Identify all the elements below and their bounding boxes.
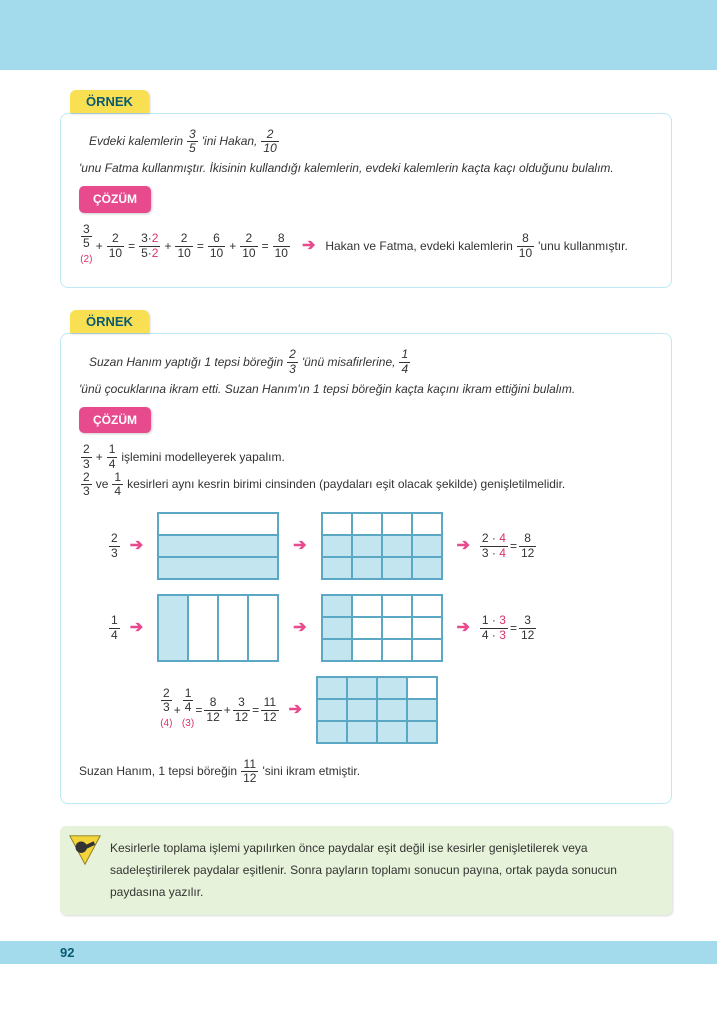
megaphone-icon <box>66 832 104 870</box>
text: kesirleri aynı kesrin birimi cinsinden (… <box>127 473 565 496</box>
text: 'ünü misafirlerine, <box>302 351 396 374</box>
top-banner <box>0 0 717 70</box>
cozum-label-2: ÇÖZÜM <box>79 407 151 434</box>
ornek-label-2: ÖRNEK <box>70 310 149 333</box>
ornek-box-2: Suzan Hanım yaptığı 1 tepsi böreğin 23 '… <box>60 333 672 804</box>
ex2-intro: Suzan Hanım yaptığı 1 tepsi böreğin 23 '… <box>79 348 653 400</box>
ex2-conclusion: Suzan Hanım, 1 tepsi böreğin 1112 'sini … <box>79 758 653 785</box>
grid-3x1 <box>157 512 279 580</box>
page-number: 92 <box>0 941 717 964</box>
grid-3x4-b <box>321 594 443 662</box>
ornek-label-1: ÖRNEK <box>70 90 149 113</box>
ex1-equation: 35 (2) + 210 = 3·25·2 + 210 = 610 + 210 … <box>79 223 653 269</box>
info-callout: Kesirlerle toplama işlemi yapılırken önc… <box>60 826 672 915</box>
arrow-icon: ➔ <box>302 231 315 261</box>
model-row-2: 14 ➔ ➔ ➔ 1 · 34 · 3 = 312 <box>79 594 653 662</box>
arrow-icon: ➔ <box>457 613 470 643</box>
grid-result <box>316 676 438 744</box>
text: 'unu kullanmıştır. <box>538 235 628 258</box>
info-text: Kesirlerle toplama işlemi yapılırken önc… <box>110 841 617 898</box>
text: 'unu Fatma kullanmıştır. İkisinin kullan… <box>79 157 614 180</box>
page-content: ÖRNEK Evdeki kalemlerin 35 'ini Hakan, 2… <box>0 70 717 925</box>
fraction: 210 <box>261 128 278 155</box>
fraction: 35 <box>187 128 198 155</box>
arrow-icon: ➔ <box>289 695 302 725</box>
text: 'ini Hakan, <box>202 130 258 153</box>
text: işlemini modelleyerek yapalım. <box>121 446 284 469</box>
cozum-label-1: ÇÖZÜM <box>79 186 151 213</box>
grid-1x4 <box>157 594 279 662</box>
model-row-1: 23 ➔ ➔ ➔ 2 · 43 · 4 = 812 <box>79 512 653 580</box>
text: ve <box>96 473 109 496</box>
text: Suzan Hanım, 1 tepsi böreğin <box>79 760 237 783</box>
grid-3x4 <box>321 512 443 580</box>
arrow-icon: ➔ <box>130 613 143 643</box>
ornek-box-1: Evdeki kalemlerin 35 'ini Hakan, 210 'un… <box>60 113 672 288</box>
lcm-note: (2) <box>79 250 94 269</box>
ex2-line2: 23 ve 14 kesirleri aynı kesrin birimi ci… <box>79 471 653 498</box>
text: 'ünü çocuklarına ikram etti. Suzan Hanım… <box>79 378 575 401</box>
arrow-icon: ➔ <box>457 531 470 561</box>
text: Evdeki kalemlerin <box>89 130 183 153</box>
arrow-icon: ➔ <box>293 613 306 643</box>
model-row-3: 23 (4) + 14 (3) = 812 + 312 = 1112 ➔ <box>159 676 653 744</box>
arrow-icon: ➔ <box>130 531 143 561</box>
ex2-line1: 23 + 14 işlemini modelleyerek yapalım. <box>79 443 653 470</box>
text: 'sini ikram etmiştir. <box>262 760 360 783</box>
text: Suzan Hanım yaptığı 1 tepsi böreğin <box>89 351 283 374</box>
arrow-icon: ➔ <box>293 531 306 561</box>
ex1-intro: Evdeki kalemlerin 35 'ini Hakan, 210 'un… <box>79 128 653 180</box>
text: Hakan ve Fatma, evdeki kalemlerin <box>325 235 512 258</box>
